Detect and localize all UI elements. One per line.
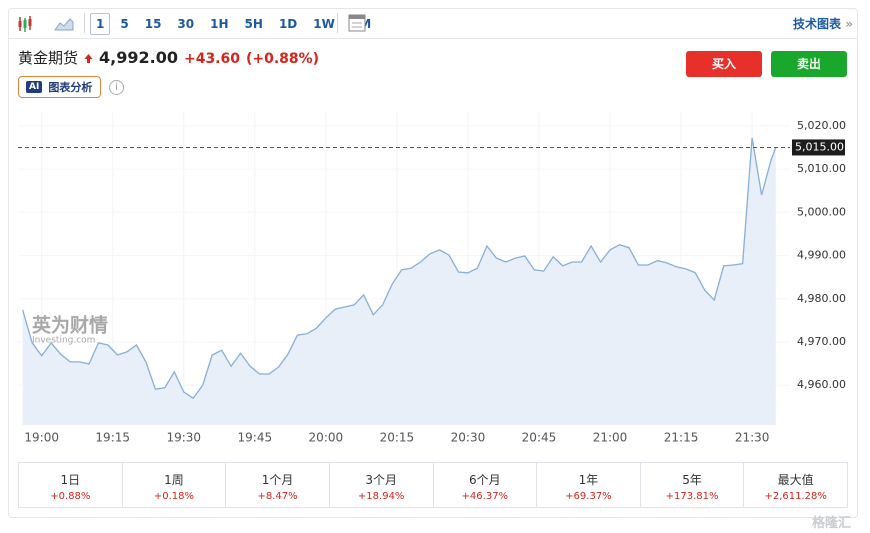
y-tick-label: 5,010.00 bbox=[797, 162, 846, 175]
ai-analysis-button[interactable]: AI 图表分析 bbox=[18, 76, 101, 98]
period-label: 3个月 bbox=[365, 473, 397, 487]
x-tick-label: 21:30 bbox=[735, 431, 770, 445]
buy-button[interactable]: 买入 bbox=[686, 51, 762, 77]
ai-badge: AI bbox=[26, 81, 43, 93]
x-tick-label: 19:15 bbox=[95, 431, 130, 445]
sell-button[interactable]: 卖出 bbox=[771, 51, 847, 77]
period-label: 1年 bbox=[578, 473, 599, 487]
instrument-name: 黄金期货 bbox=[18, 49, 79, 67]
x-tick-label: 21:00 bbox=[593, 431, 628, 445]
period-change: +8.47% bbox=[257, 491, 298, 502]
period-label: 1个月 bbox=[261, 473, 294, 487]
performance-cell[interactable]: 1日 +0.88% bbox=[19, 463, 122, 507]
chart: 19:00 19:15 19:30 19:45 20:00 20:15 20:30 20:45… bbox=[18, 112, 846, 445]
interval-button[interactable]: 1W bbox=[313, 17, 335, 31]
price-area bbox=[22, 137, 776, 425]
y-tick-label: 5,000.00 bbox=[797, 205, 846, 218]
interval-button[interactable]: 30 bbox=[177, 17, 195, 31]
period-change: +46.37% bbox=[461, 491, 509, 502]
period-change: +69.37% bbox=[565, 491, 612, 502]
performance-cell[interactable]: 最大值 +2,611.28% bbox=[743, 463, 847, 507]
interval-button[interactable]: 1D bbox=[278, 17, 298, 31]
link-text[interactable]: 技术图表 bbox=[793, 17, 842, 31]
y-tick-label: 4,990.00 bbox=[797, 249, 846, 262]
change: +43.60 bbox=[183, 51, 240, 67]
calendar-icon[interactable] bbox=[348, 14, 366, 32]
performance-cell[interactable]: 1年 +69.37% bbox=[536, 463, 640, 507]
info-icon[interactable]: i bbox=[109, 80, 124, 95]
up-arrow bbox=[84, 54, 93, 63]
period-label: 5年 bbox=[682, 473, 702, 487]
technical-chart-link[interactable]: 技术图表 » bbox=[793, 17, 853, 31]
interval-button[interactable]: 1H bbox=[210, 17, 229, 31]
separator bbox=[337, 13, 338, 33]
price: 4,992.00 bbox=[99, 48, 178, 67]
period-label: 6个月 bbox=[468, 473, 501, 487]
divider bbox=[8, 38, 858, 39]
performance-cell[interactable]: 3个月 +18.94% bbox=[328, 463, 433, 507]
period-change: +2,611.28% bbox=[764, 491, 827, 502]
y-tick-label: 4,970.00 bbox=[797, 335, 846, 348]
performance-cell[interactable]: 6个月 +46.37% bbox=[432, 463, 537, 507]
x-tick-label: 19:45 bbox=[238, 431, 273, 445]
interval-button[interactable]: 1 bbox=[90, 13, 111, 35]
y-tick-label: 5,020.00 bbox=[797, 119, 846, 132]
chart-type-icons bbox=[18, 16, 74, 32]
y-tick-label: 4,980.00 bbox=[797, 292, 846, 305]
period-change: +18.94% bbox=[357, 491, 405, 502]
quote-header: 黄金期货 4,992.00 +43.60 (+0.88%) bbox=[18, 47, 319, 68]
period-change: +0.88% bbox=[50, 491, 91, 502]
period-label: 1日 bbox=[60, 473, 81, 487]
x-tick-label: 19:30 bbox=[166, 431, 201, 445]
x-tick-label: 20:15 bbox=[380, 431, 415, 445]
watermark: 英为财情 bbox=[32, 314, 108, 337]
interval-bar: 1515301H5H1D1W1M bbox=[90, 13, 377, 35]
performance-cell[interactable]: 5年 +173.81% bbox=[639, 463, 744, 507]
performance-cell[interactable]: 1个月 +8.47% bbox=[225, 463, 329, 507]
performance-table: 1日 +0.88% 1周 +0.18% 1个月 +8.47% 3个月 +18.94% 6个月 +4… bbox=[18, 462, 848, 508]
interval-button[interactable]: 15 bbox=[144, 17, 162, 31]
interval-button[interactable]: 5H bbox=[244, 17, 263, 31]
performance-cell[interactable]: 1周 +0.18% bbox=[121, 463, 226, 507]
interval-button[interactable]: 5 bbox=[120, 17, 129, 31]
watermark: Investing.com bbox=[32, 336, 95, 346]
corner-watermark: 格隆汇 bbox=[812, 516, 852, 531]
period-label: 1周 bbox=[164, 473, 184, 487]
period-change: +173.81% bbox=[665, 491, 719, 502]
change-percent: (+0.88%) bbox=[245, 51, 320, 67]
period-change: +0.18% bbox=[153, 491, 195, 502]
x-tick-label: 19:00 bbox=[24, 431, 59, 445]
x-tick-label: 20:00 bbox=[309, 431, 344, 445]
period-label: 最大值 bbox=[777, 473, 814, 487]
y-tick-label: 4,960.00 bbox=[797, 378, 846, 391]
x-tick-label: 20:45 bbox=[522, 431, 557, 445]
widget-card bbox=[8, 8, 858, 518]
reference-label: 5,015.00 bbox=[795, 140, 844, 153]
separator bbox=[84, 13, 85, 33]
x-tick-label: 20:30 bbox=[451, 431, 486, 445]
reference-label-box bbox=[792, 139, 845, 156]
x-tick-label: 21:15 bbox=[664, 431, 699, 445]
price-line bbox=[22, 137, 777, 400]
ai-label[interactable]: 图表分析 bbox=[48, 81, 93, 94]
